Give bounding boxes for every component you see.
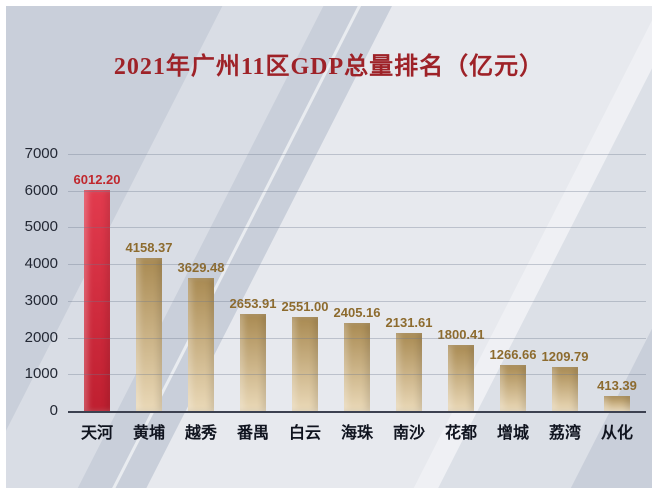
- bar-column: 1266.66 增城: [488, 154, 538, 443]
- y-axis-tick: 7000: [24, 145, 58, 163]
- bar-chart-plot-area: 6012.20 天河 4158.37 黄埔 3629.48 越秀 2653.91 番禺 2551…: [25, 145, 646, 443]
- bar: [344, 322, 370, 411]
- bar-value-label: 6012.20: [73, 172, 121, 188]
- gridline: [68, 154, 646, 155]
- gridline: [68, 227, 646, 229]
- bar-column: 413.39 从化: [592, 154, 642, 442]
- bar-column: 2551.00 白云: [280, 154, 330, 442]
- x-axis-line: [68, 411, 646, 413]
- x-tick-label: 增城: [496, 425, 529, 442]
- y-axis-tick: 3000: [24, 292, 58, 310]
- y-axis-tick: 0: [49, 402, 58, 420]
- bar: [240, 313, 266, 411]
- bar-value-label: 2405.16: [333, 304, 381, 320]
- y-axis-tick: 2000: [24, 328, 58, 346]
- bar: [292, 317, 318, 411]
- y-axis-tick: 5000: [24, 218, 58, 236]
- bar: [136, 258, 162, 411]
- bar-value-label: 2653.91: [229, 295, 277, 311]
- x-tick-label: 南沙: [392, 425, 425, 442]
- x-tick-label: 黄埔: [132, 425, 165, 442]
- bar-column: 6012.20 天河: [72, 154, 122, 442]
- y-axis-tick: 6000: [24, 181, 58, 199]
- bar-column: 2131.61 南沙: [384, 154, 434, 442]
- gridline: [68, 300, 646, 302]
- bar: [188, 277, 214, 411]
- bar-value-label: 4158.37: [125, 240, 173, 256]
- bar-column: 1209.79 荔湾: [540, 154, 590, 442]
- bar-column: 2405.16 海珠: [332, 154, 382, 442]
- bar: [396, 332, 422, 411]
- bar-value-label: 1209.79: [541, 348, 589, 364]
- x-tick-label: 从化: [600, 425, 633, 442]
- x-tick-label: 海珠: [340, 425, 373, 442]
- bar-column: 2653.91 番禺: [228, 154, 278, 442]
- bar-column: 3629.48 越秀: [176, 154, 226, 442]
- y-axis-tick: 4000: [24, 255, 58, 273]
- bar: [500, 364, 526, 411]
- bar-value-label: 413.39: [597, 377, 637, 393]
- gridline: [68, 190, 646, 192]
- gridline: [68, 264, 646, 266]
- bars-container: 6012.20 天河 4158.37 黄埔 3629.48 越秀 2653.91 番禺 2551…: [68, 154, 646, 443]
- bar-value-label: 2131.61: [385, 314, 433, 330]
- y-axis-tick: 1000: [24, 365, 58, 383]
- bar-value-label: 3629.48: [177, 259, 225, 275]
- gridline: [68, 337, 646, 339]
- bar-column: 1800.41 花都: [436, 154, 486, 442]
- bar: [448, 344, 474, 411]
- x-tick-label: 荔湾: [548, 425, 581, 442]
- x-tick-label: 白云: [288, 425, 321, 442]
- x-tick-label: 花都: [444, 425, 477, 442]
- bar-value-label: 1800.41: [437, 326, 485, 342]
- bar: [552, 366, 578, 411]
- bar: [604, 395, 630, 411]
- bar-column: 4158.37 黄埔: [124, 154, 174, 442]
- x-tick-label: 天河: [80, 425, 113, 442]
- x-tick-label: 越秀: [184, 425, 217, 442]
- gridline: [68, 374, 646, 376]
- bar-value-label: 1266.66: [489, 346, 537, 362]
- x-tick-label: 番禺: [236, 425, 269, 442]
- chart-title: 2021年广州11区GDP总量排名（亿元）: [113, 54, 545, 80]
